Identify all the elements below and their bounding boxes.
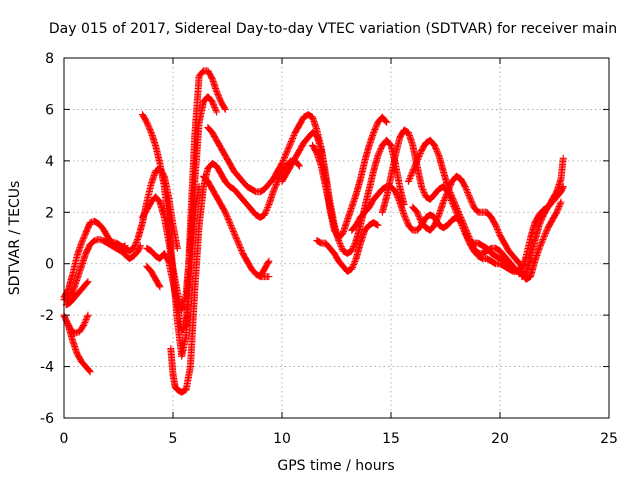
data-point-markers: [62, 278, 92, 309]
x-tick-label: 25: [600, 431, 618, 447]
y-tick-label: 4: [45, 154, 54, 170]
data-series-arc-4: [64, 321, 94, 376]
data-series-arc-16: [309, 136, 408, 257]
x-tick-label: 20: [491, 431, 509, 447]
y-tick-label: 2: [45, 205, 54, 221]
data-point-markers: [309, 136, 408, 257]
x-tick-label: 15: [382, 431, 400, 447]
data-series-arc-5: [62, 278, 92, 309]
x-axis-tick-labels: 0 5 10 15 20 25: [60, 431, 618, 447]
x-tick-label: 0: [60, 431, 69, 447]
x-axis-label: GPS time / hours: [277, 458, 394, 474]
data-point-markers: [522, 198, 565, 283]
y-tick-label: 6: [45, 102, 54, 118]
y-tick-label: -4: [40, 360, 54, 376]
data-point-markers: [256, 273, 273, 281]
data-series-arc-11: [167, 157, 303, 396]
data-series-arc-21: [409, 172, 526, 270]
data-series-arc-24: [522, 198, 565, 283]
data-point-markers: [143, 262, 164, 291]
data-points: [60, 67, 567, 396]
data-point-markers: [518, 183, 567, 275]
data-series-arc-10: [143, 262, 164, 291]
data-series-arc-17: [313, 219, 382, 275]
axis-ticks: [63, 57, 610, 419]
y-tick-label: -6: [40, 411, 54, 427]
data-point-markers: [143, 67, 229, 335]
data-point-markers: [167, 157, 303, 396]
y-tick-label: 8: [45, 51, 54, 67]
x-tick-label: 10: [273, 431, 291, 447]
data-point-markers: [409, 172, 526, 270]
y-tick-label: -2: [40, 308, 54, 324]
plot-frame: [63, 57, 610, 419]
chart-title: Day 015 of 2017, Sidereal Day-to-day VTE…: [49, 21, 617, 37]
data-series-arc-23: [518, 183, 567, 275]
data-series-arc-19: [378, 126, 530, 283]
data-series-arc-14: [256, 273, 273, 281]
data-point-markers: [378, 126, 530, 283]
y-axis-tick-labels: -6 -4 -2 0 2 4 6 8: [40, 51, 54, 427]
y-axis-label: SDTVAR / TECUs: [7, 181, 23, 296]
y-tick-label: 0: [45, 257, 54, 273]
data-point-markers: [64, 321, 94, 376]
data-point-markers: [313, 219, 382, 275]
x-tick-label: 5: [169, 431, 178, 447]
data-series-arc-9: [143, 67, 229, 335]
